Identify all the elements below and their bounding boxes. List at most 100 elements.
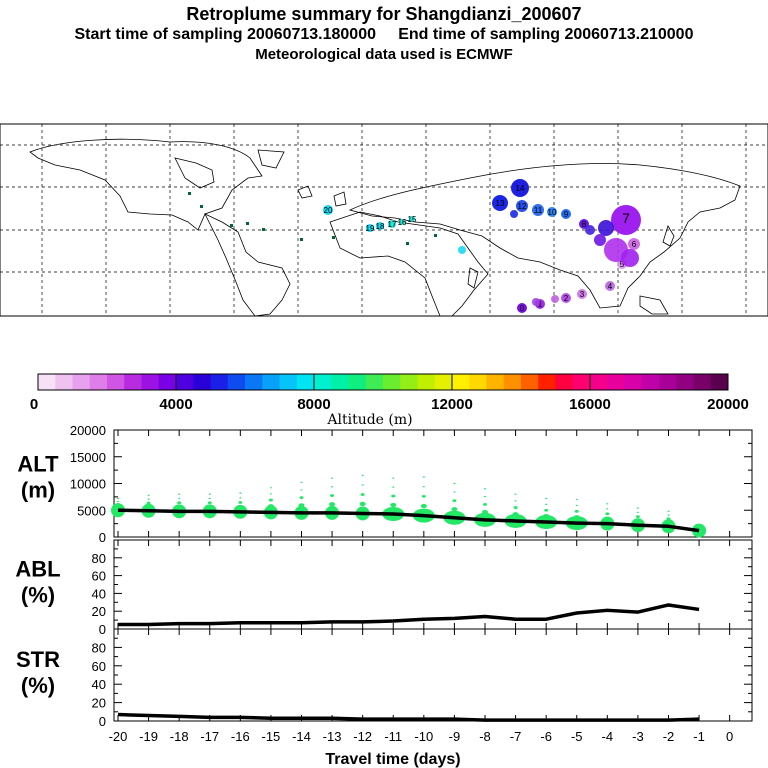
y-tick-label: 0 — [99, 530, 106, 545]
series-line-abl — [118, 603, 700, 627]
x-tick-label: -4 — [602, 729, 614, 744]
cluster-day-label: 16 — [398, 218, 407, 227]
colorbar-swatch — [141, 374, 160, 390]
trajectory-particle — [598, 220, 614, 236]
x-tick-label: -1 — [693, 729, 705, 744]
colorbar-swatch — [262, 374, 280, 390]
colorbar-swatch — [400, 374, 418, 390]
altitude-spread-marker — [115, 505, 121, 510]
altitude-spread-marker — [147, 494, 150, 496]
y-tick-label: 60 — [92, 569, 106, 584]
x-tick-label: -16 — [231, 729, 250, 744]
altitude-spread-marker — [422, 486, 425, 488]
altitude-spread-marker — [483, 488, 486, 490]
colorbar-tick-label: 8000 — [297, 396, 330, 413]
trajectory-cluster — [561, 209, 571, 219]
trajectory-cluster — [492, 195, 508, 211]
colorbar-swatch — [555, 374, 574, 390]
station-marker — [200, 205, 203, 208]
altitude-spread-marker — [575, 504, 578, 507]
altitude-spread-marker — [392, 486, 395, 488]
x-tick-label: -19 — [139, 729, 158, 744]
y-tick-label: 20 — [92, 604, 106, 619]
altitude-spread-marker — [117, 500, 119, 503]
altitude-spread-marker — [605, 512, 610, 516]
trajectory-cluster — [366, 224, 374, 232]
altitude-spread-marker — [300, 481, 303, 484]
altitude-spread-marker — [390, 502, 397, 508]
trajectory-cluster — [323, 205, 333, 215]
altitude-spread-marker — [667, 510, 670, 513]
altitude-spread-marker — [453, 482, 456, 485]
altitude-spread-marker — [239, 497, 242, 499]
station-marker — [246, 222, 249, 225]
cluster-day-label: 4 — [608, 282, 613, 291]
altitude-spread-marker — [606, 508, 609, 510]
x-tick-label: -2 — [663, 729, 675, 744]
trajectory-particle — [532, 298, 540, 306]
trajectory-particle — [585, 225, 595, 235]
altitude-spread-marker — [420, 503, 427, 509]
altitude-spread-marker — [636, 511, 639, 514]
y-tick-label: 0 — [99, 714, 106, 729]
altitude-spread-marker — [665, 520, 672, 525]
altitude-spread-marker — [482, 502, 487, 506]
series-line-str — [117, 712, 700, 722]
trajectory-particle — [510, 210, 518, 218]
station-marker — [262, 228, 265, 231]
altitude-spread-marker — [116, 502, 120, 506]
altitude-spread-marker — [238, 501, 243, 504]
trajectory-cluster — [388, 220, 396, 228]
trajectory-particle — [621, 249, 639, 267]
trajectory-cluster — [611, 205, 641, 235]
cluster-day-label: 5 — [620, 260, 625, 269]
altitude-spread-marker — [329, 502, 336, 507]
colorbar-swatch — [245, 374, 263, 390]
y-axis-title: STR — [16, 647, 60, 672]
y-axis-title: (%) — [21, 673, 55, 698]
colorbar-swatch — [486, 374, 505, 390]
x-tick-label: -11 — [384, 729, 402, 744]
x-tick-label: 0 — [726, 729, 733, 744]
x-tick-label: -3 — [632, 729, 644, 744]
altitude-spread-marker — [634, 518, 641, 524]
altitude-spread-marker — [545, 503, 548, 506]
colorbar-swatch — [38, 374, 56, 390]
colorbar-tick-label: 0 — [30, 396, 38, 413]
colorbar-tick-label: 16000 — [569, 396, 611, 413]
y-tick-label: 20 — [92, 696, 106, 711]
altitude-spread-marker — [360, 493, 365, 496]
altitude-spread-marker — [300, 489, 303, 491]
panel-alt: 0 5000 10000 15000 20000 ALT(m) — [17, 423, 753, 545]
altitude-spread-marker — [451, 507, 458, 512]
colorbar-swatch — [124, 374, 142, 390]
altitude-spread-marker — [514, 493, 517, 495]
colorbar-swatch — [710, 374, 729, 390]
altitude-spread-marker — [361, 474, 364, 477]
y-tick-label: 40 — [92, 677, 106, 692]
cluster-day-label: 12 — [518, 202, 527, 211]
cluster-day-label: 0 — [520, 304, 525, 313]
y-tick-label: 80 — [92, 551, 106, 566]
altitude-spread-marker — [573, 515, 580, 520]
colorbar-swatch — [538, 374, 556, 390]
altitude-spread-marker — [604, 516, 611, 521]
cluster-day-label: 1 — [538, 300, 543, 309]
altitude-spread-marker — [635, 515, 640, 519]
trajectory-cluster — [399, 219, 405, 225]
altitude-spread-marker — [331, 486, 334, 488]
colorbar-swatch — [641, 374, 660, 390]
colorbar-swatch — [55, 374, 73, 390]
altitude-spread-marker — [574, 509, 579, 513]
colorbar-swatch — [227, 374, 246, 390]
cluster-day-label: 7 — [622, 210, 630, 226]
y-tick-label: 80 — [92, 640, 106, 655]
colorbar-swatch — [693, 374, 712, 390]
cluster-day-label: 11 — [534, 206, 543, 215]
trajectory-particle — [551, 295, 559, 303]
y-tick-label: 40 — [92, 586, 106, 601]
altitude-spread-marker — [422, 476, 425, 478]
colorbar-tick-labels: 0 4000 8000 12000 16000 20000 — [30, 374, 749, 413]
cluster-day-label: 19 — [366, 224, 375, 233]
